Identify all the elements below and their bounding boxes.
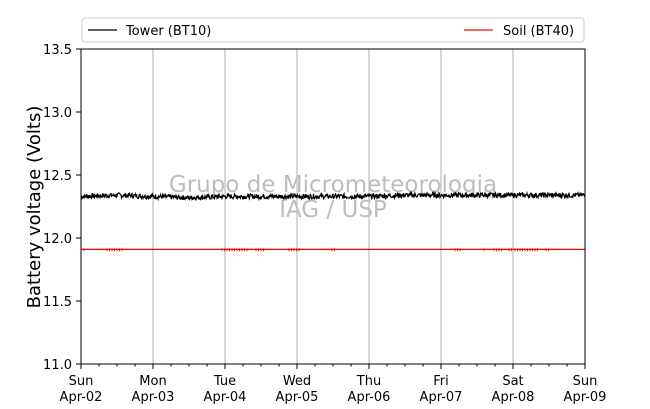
series-layer bbox=[80, 190, 586, 252]
x-tick-label-day: Sat bbox=[502, 374, 523, 389]
x-tick-label-date: Apr-09 bbox=[564, 390, 607, 405]
y-axis-title: Battery voltage (Volts) bbox=[24, 106, 45, 309]
x-tick-label-day: Sun bbox=[573, 374, 598, 389]
x-tick-label-date: Apr-07 bbox=[420, 390, 463, 405]
y-tick-label: 12.0 bbox=[43, 232, 72, 247]
x-tick-label-day: Wed bbox=[283, 374, 311, 389]
watermark-line-2: IAG / USP bbox=[279, 197, 387, 223]
series-line-tower-bt10 bbox=[80, 190, 586, 202]
x-tick-label-date: Apr-03 bbox=[132, 390, 175, 405]
x-tick-label-date: Apr-06 bbox=[348, 390, 391, 405]
x-axis: SunApr-02MonApr-03TueApr-04WedApr-05ThuA… bbox=[60, 364, 607, 405]
y-axis: 11.0 11.5 12.0 12.5 13.0 13.5 bbox=[43, 43, 81, 373]
x-tick-label-day: Tue bbox=[213, 374, 236, 389]
x-tick-label-date: Apr-08 bbox=[492, 390, 535, 405]
y-tick-label: 11.5 bbox=[43, 295, 72, 310]
legend-label-soil: Soil (BT40) bbox=[503, 24, 574, 39]
y-tick-label: 12.5 bbox=[43, 169, 72, 184]
x-tick-label-day: Mon bbox=[139, 374, 166, 389]
x-tick-label-day: Fri bbox=[433, 374, 449, 389]
x-tick-label-date: Apr-04 bbox=[204, 390, 247, 405]
legend-label-tower: Tower (BT10) bbox=[125, 24, 211, 39]
x-tick-label-date: Apr-02 bbox=[60, 390, 103, 405]
legend-frame bbox=[81, 17, 585, 43]
grid-lines bbox=[152, 49, 514, 364]
x-tick-label-date: Apr-05 bbox=[276, 390, 319, 405]
legend: Tower (BT10) Soil (BT40) bbox=[81, 17, 585, 43]
x-tick-label-day: Thu bbox=[356, 374, 381, 389]
y-tick-label: 13.5 bbox=[43, 43, 72, 58]
x-tick-label-day: Sun bbox=[69, 374, 94, 389]
y-tick-label: 11.0 bbox=[43, 358, 72, 373]
y-tick-label: 13.0 bbox=[43, 106, 72, 121]
